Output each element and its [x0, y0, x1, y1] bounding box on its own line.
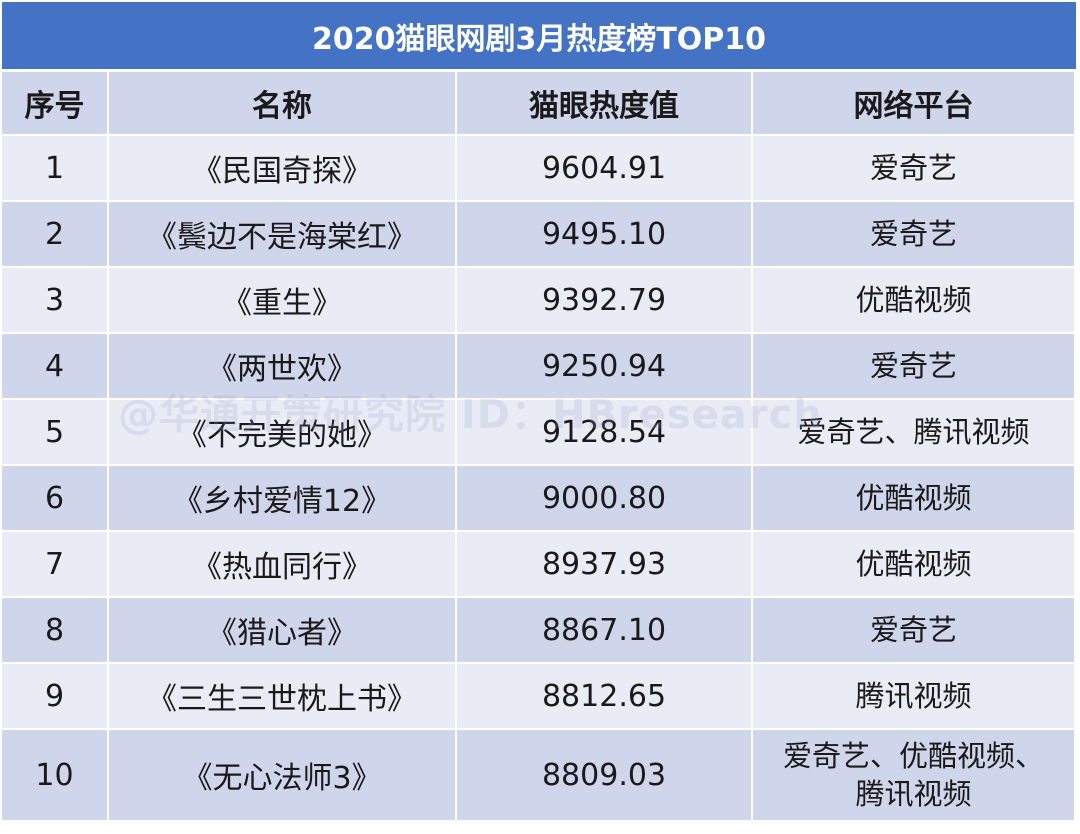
rank-cell: 1 [2, 136, 109, 202]
table-row: 7 《热血同行》 8937.93 优酷视频 [2, 532, 1076, 598]
platform-cell: 腾讯视频 [753, 664, 1076, 730]
platform-cell: 爱奇艺、腾讯视频 [753, 400, 1076, 466]
name-cell: 《乡村爱情12》 [109, 466, 457, 532]
name-cell: 《鬓边不是海棠红》 [109, 202, 457, 268]
table-row: 2 《鬓边不是海棠红》 9495.10 爱奇艺 [2, 202, 1076, 268]
heat-cell: 8812.65 [457, 664, 753, 730]
header-platform: 网络平台 [753, 72, 1076, 136]
name-cell: 《猎心者》 [109, 598, 457, 664]
rank-cell: 6 [2, 466, 109, 532]
name-cell: 《热血同行》 [109, 532, 457, 598]
name-cell: 《民国奇探》 [109, 136, 457, 202]
name-cell: 《不完美的她》 [109, 400, 457, 466]
table-row: 3 《重生》 9392.79 优酷视频 [2, 268, 1076, 334]
name-cell: 《无心法师3》 [109, 730, 457, 822]
rank-cell: 9 [2, 664, 109, 730]
platform-cell: 爱奇艺 [753, 334, 1076, 400]
heat-cell: 9495.10 [457, 202, 753, 268]
table-title: 2020猫眼网剧3月热度榜TOP10 [2, 2, 1076, 69]
platform-cell: 优酷视频 [753, 268, 1076, 334]
header-row: 序号 名称 猫眼热度值 网络平台 [2, 72, 1076, 136]
table-row: 1 《民国奇探》 9604.91 爱奇艺 [2, 136, 1076, 202]
heat-cell: 9392.79 [457, 268, 753, 334]
table-row: 8 《猎心者》 8867.10 爱奇艺 [2, 598, 1076, 664]
rank-cell: 8 [2, 598, 109, 664]
rank-cell: 4 [2, 334, 109, 400]
table-row: 5 《不完美的她》 9128.54 爱奇艺、腾讯视频 [2, 400, 1076, 466]
table-row: 9 《三生三世枕上书》 8812.65 腾讯视频 [2, 664, 1076, 730]
header-name: 名称 [109, 72, 457, 136]
heat-cell: 8937.93 [457, 532, 753, 598]
table-row: 4 《两世欢》 9250.94 爱奇艺 [2, 334, 1076, 400]
heat-cell: 9604.91 [457, 136, 753, 202]
platform-line: 爱奇艺、优酷视频、 [782, 739, 1044, 773]
heat-cell: 9000.80 [457, 466, 753, 532]
rank-cell: 10 [2, 730, 109, 822]
heat-cell: 9250.94 [457, 334, 753, 400]
heat-cell: 8867.10 [457, 598, 753, 664]
heat-cell: 9128.54 [457, 400, 753, 466]
rank-cell: 7 [2, 532, 109, 598]
platform-cell: 爱奇艺 [753, 598, 1076, 664]
rank-cell: 3 [2, 268, 109, 334]
heat-cell: 8809.03 [457, 730, 753, 822]
header-heat: 猫眼热度值 [457, 72, 753, 136]
header-rank: 序号 [2, 72, 109, 136]
table-row: 6 《乡村爱情12》 9000.80 优酷视频 [2, 466, 1076, 532]
ranking-table: 序号 名称 猫眼热度值 网络平台 1 《民国奇探》 9604.91 爱奇艺 2 … [2, 72, 1076, 822]
platform-line: 腾讯视频 [855, 777, 972, 811]
rank-cell: 2 [2, 202, 109, 268]
platform-cell: 优酷视频 [753, 466, 1076, 532]
platform-cell: 爱奇艺、优酷视频、 腾讯视频 [753, 730, 1076, 822]
table-row: 10 《无心法师3》 8809.03 爱奇艺、优酷视频、 腾讯视频 [2, 730, 1076, 822]
platform-cell: 优酷视频 [753, 532, 1076, 598]
platform-cell: 爱奇艺 [753, 136, 1076, 202]
rank-cell: 5 [2, 400, 109, 466]
platform-cell: 爱奇艺 [753, 202, 1076, 268]
name-cell: 《三生三世枕上书》 [109, 664, 457, 730]
name-cell: 《重生》 [109, 268, 457, 334]
name-cell: 《两世欢》 [109, 334, 457, 400]
